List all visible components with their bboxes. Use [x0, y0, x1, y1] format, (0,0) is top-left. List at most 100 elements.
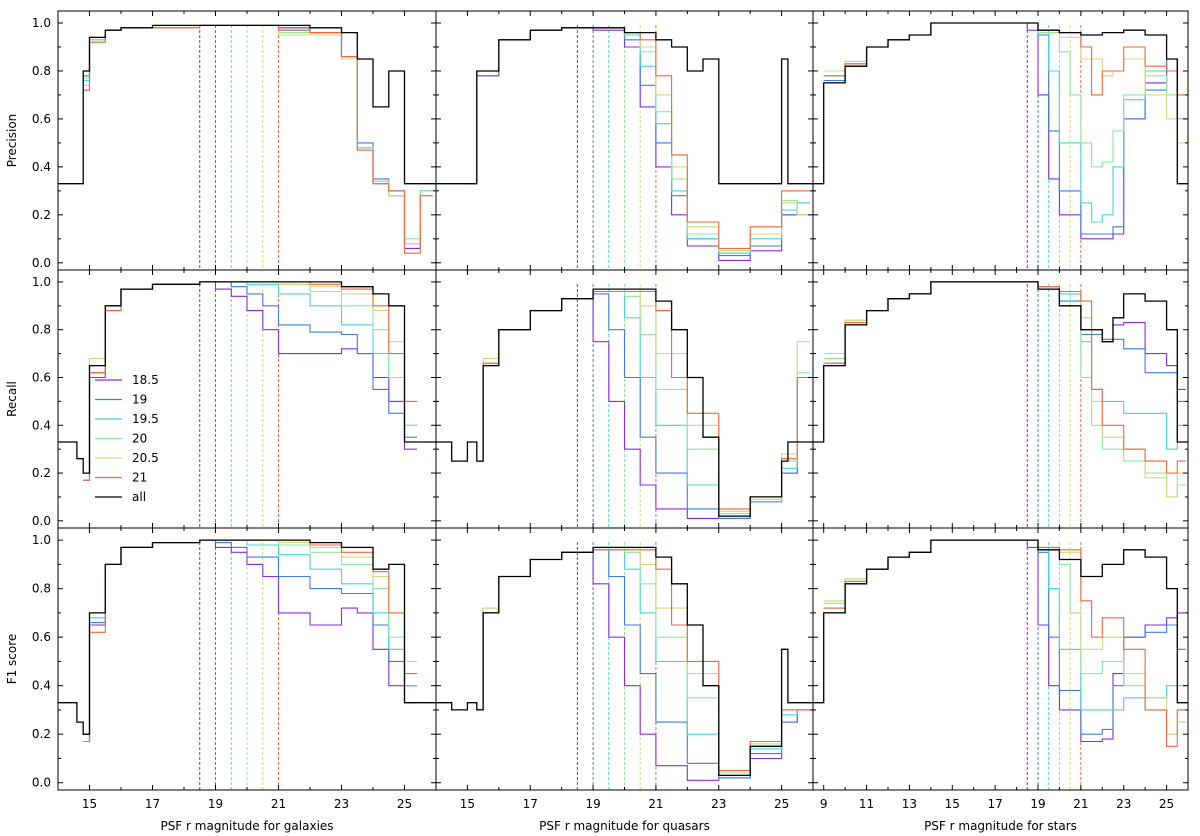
- series-line-r2c0-19.5: [83, 539, 418, 743]
- x-tick-label: 17: [523, 797, 538, 811]
- legend-label-20.5: 20.5: [132, 451, 159, 465]
- y-tick-label: 0.0: [32, 776, 51, 790]
- x-tick-label: 19: [1030, 797, 1045, 811]
- y-tick-label: 0.8: [32, 582, 51, 596]
- x-axis-label: PSF r magnitude for quasars: [539, 819, 710, 833]
- series-line-r2c2-all: [813, 539, 1188, 704]
- x-tick-label: 25: [397, 797, 412, 811]
- series-line-r0c2-19.5: [823, 22, 1186, 223]
- legend-label-21: 21: [132, 471, 147, 485]
- series-line-r2c0-20.5: [83, 539, 418, 735]
- series-line-r2c1-20.5: [476, 549, 810, 772]
- series-line-r0c0-20.5: [83, 24, 433, 245]
- x-tick-label: 25: [1159, 797, 1174, 811]
- row-label: F1 score: [5, 634, 19, 685]
- y-tick-label: 0.8: [32, 323, 51, 337]
- series-line-r0c0-19: [83, 24, 433, 245]
- series-line-r0c1-21: [467, 27, 810, 249]
- x-tick-label: 21: [1073, 797, 1088, 811]
- series-line-r2c0-20: [83, 539, 418, 735]
- series-line-r1c2-18.5: [823, 281, 1186, 390]
- row-label: Precision: [5, 114, 19, 168]
- series-line-r0c2-18.5: [823, 22, 1186, 240]
- series-line-r2c1-all: [436, 546, 813, 777]
- x-tick-label: 9: [820, 797, 828, 811]
- series-line-r1c2-all: [813, 281, 1188, 443]
- x-tick-label: 15: [82, 797, 97, 811]
- series-line-r0c0-19.5: [83, 24, 433, 245]
- series-line-r1c1-18.5: [476, 298, 810, 519]
- y-tick-label: 0.6: [32, 371, 51, 385]
- panel-frame-r1c2: [812, 269, 1189, 529]
- series-line-r2c0-21: [83, 539, 418, 743]
- series-line-r0c1-19: [467, 27, 810, 257]
- series-line-r0c1-20: [467, 27, 810, 252]
- x-tick-label: 23: [711, 797, 726, 811]
- y-tick-label: 0.2: [32, 727, 51, 741]
- x-tick-label: 17: [988, 797, 1003, 811]
- series-line-r1c1-20: [476, 290, 810, 515]
- legend-label-18.5: 18.5: [132, 373, 159, 387]
- x-axis-label: PSF r magnitude for galaxies: [160, 819, 333, 833]
- x-tick-label: 19: [585, 797, 600, 811]
- series-line-r0c1-19.5: [467, 27, 810, 254]
- series-line-r1c1-all: [436, 288, 813, 517]
- series-line-r0c0-all: [58, 24, 436, 185]
- x-tick-label: 23: [1116, 797, 1131, 811]
- x-tick-label: 21: [271, 797, 286, 811]
- series-line-r0c2-20.5: [823, 22, 1186, 144]
- panel-frame-r0c2: [812, 10, 1189, 271]
- x-tick-label: 19: [208, 797, 223, 811]
- series-line-r0c2-20: [823, 22, 1186, 168]
- x-tick-label: 13: [902, 797, 917, 811]
- series-line-r2c0-18.5: [83, 539, 418, 743]
- y-tick-label: 0.2: [32, 208, 51, 222]
- series-line-r0c2-all: [813, 22, 1188, 185]
- series-line-r1c1-19.5: [476, 290, 810, 517]
- series-line-r2c1-20: [476, 549, 810, 774]
- series-line-r1c1-21: [476, 290, 810, 510]
- y-tick-label: 0.0: [32, 256, 51, 270]
- series-line-r0c1-18.5: [467, 27, 810, 261]
- series-line-r1c2-19: [823, 281, 1186, 402]
- series-line-r2c1-21: [476, 549, 810, 772]
- row-label: Recall: [5, 381, 19, 417]
- x-tick-label: 15: [460, 797, 475, 811]
- series-line-r0c1-20.5: [467, 27, 810, 252]
- x-tick-label: 17: [145, 797, 160, 811]
- series-line-r0c0-20: [83, 24, 433, 240]
- y-tick-label: 1.0: [32, 275, 51, 289]
- x-tick-label: 11: [859, 797, 874, 811]
- y-tick-label: 0.6: [32, 112, 51, 126]
- x-tick-label: 21: [648, 797, 663, 811]
- y-tick-label: 0.4: [32, 160, 51, 174]
- series-line-r1c0-all: [58, 281, 436, 474]
- series-line-r0c0-18.5: [83, 24, 433, 249]
- series-line-r2c2-21: [823, 539, 1186, 747]
- panel-frame-r2c2: [812, 527, 1189, 791]
- y-tick-label: 0.2: [32, 466, 51, 480]
- x-axis-label: PSF r magnitude for stars: [924, 819, 1077, 833]
- series-line-r2c2-18.5: [823, 539, 1186, 743]
- series-line-r0c1-all: [436, 27, 813, 185]
- legend-label-19: 19: [132, 393, 147, 407]
- series-line-r2c0-19: [83, 539, 418, 743]
- y-tick-label: 0.4: [32, 418, 51, 432]
- legend-label-19.5: 19.5: [132, 412, 159, 426]
- legend-label-20: 20: [132, 432, 147, 446]
- y-tick-label: 0.8: [32, 64, 51, 78]
- y-tick-label: 1.0: [32, 16, 51, 30]
- x-tick-label: 15: [945, 797, 960, 811]
- x-tick-label: 23: [334, 797, 349, 811]
- series-line-r1c2-20.5: [823, 281, 1186, 498]
- y-tick-label: 0.0: [32, 514, 51, 528]
- series-line-r0c2-19: [823, 22, 1186, 235]
- series-line-r2c0-all: [58, 539, 436, 735]
- y-tick-label: 0.4: [32, 679, 51, 693]
- y-tick-label: 0.6: [32, 630, 51, 644]
- x-tick-label: 25: [774, 797, 789, 811]
- series-line-r1c1-20.5: [476, 290, 810, 512]
- y-tick-label: 1.0: [32, 533, 51, 547]
- series-line-r1c2-20: [823, 281, 1186, 498]
